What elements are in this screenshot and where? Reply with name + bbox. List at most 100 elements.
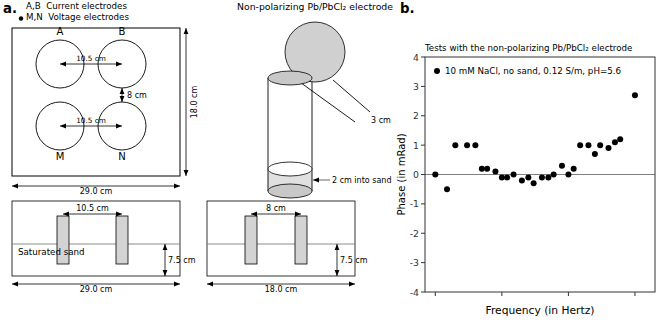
- y-tick-label: 3: [413, 81, 419, 92]
- top-view-box: [12, 28, 180, 176]
- electrode: [295, 216, 307, 264]
- annotation: 10.5 cm: [76, 204, 109, 213]
- y-tick-label: 1: [413, 140, 419, 151]
- electrode: [116, 216, 128, 264]
- pointer-arrow: [313, 180, 330, 181]
- annotation: A: [57, 26, 64, 37]
- annotation: a.: [3, 1, 17, 16]
- scatter-point: [632, 92, 638, 98]
- dimension-arrow: [337, 244, 338, 276]
- scatter-point: [577, 142, 583, 148]
- background: [0, 0, 668, 336]
- y-tick-label: -3: [410, 257, 419, 268]
- scatter-chart: -4-3-2-10123410 mM NaCl, no sand, 0.12 S…: [396, 43, 656, 317]
- y-tick: [421, 57, 425, 58]
- scatter-point: [511, 172, 517, 178]
- plot-frame: [425, 57, 655, 292]
- x-tick: [634, 292, 635, 296]
- disk-line: [333, 80, 370, 112]
- annotation: Saturated sand: [18, 247, 85, 257]
- annotation: 8 cm: [266, 204, 286, 213]
- y-tick-label: -2: [410, 228, 419, 239]
- scatter-point: [545, 174, 551, 180]
- dimension-arrow: [122, 88, 123, 102]
- side-view-box: [12, 201, 180, 276]
- scatter-point: [464, 142, 470, 148]
- annotation: M: [56, 151, 65, 162]
- legend-label: 10 mM NaCl, no sand, 0.12 S/m, pH=5.6: [445, 66, 621, 76]
- plot-area: [425, 92, 655, 192]
- scatter-point: [597, 142, 603, 148]
- cylinder-top: [268, 71, 312, 85]
- scatter-point: [585, 142, 591, 148]
- scatter-point: [531, 180, 537, 186]
- disk-line: [297, 80, 355, 122]
- annotation: 7.5 cm: [340, 256, 368, 265]
- annotation: 29.0 cm: [80, 285, 113, 294]
- side-view-box: [207, 201, 355, 276]
- scatter-point: [612, 139, 618, 145]
- y-tick: [421, 115, 425, 116]
- scatter-point: [519, 177, 525, 183]
- y-tick: [421, 262, 425, 263]
- scatter-point: [504, 174, 510, 180]
- scatter-point: [479, 166, 485, 172]
- y-tick: [421, 86, 425, 87]
- x-tick: [501, 292, 502, 296]
- dimension-arrow: [60, 126, 122, 127]
- annotation: 10.5 cm: [76, 116, 106, 125]
- scatter-point: [551, 172, 557, 178]
- figure: a. A,B Current electrodesM,N Voltage elec…: [0, 0, 668, 336]
- y-tick: [421, 145, 425, 146]
- dimension-arrow: [165, 244, 166, 276]
- x-axis-label: Frequency (in Hertz): [486, 304, 595, 317]
- annotation: 2 cm into sand: [332, 176, 391, 185]
- scatter-point: [452, 142, 458, 148]
- cylinder-side: [312, 78, 313, 191]
- scatter-point: [492, 169, 498, 175]
- scatter-point: [472, 142, 478, 148]
- annotation: A,B Current electrodes: [26, 1, 127, 11]
- legend-marker: [434, 68, 440, 74]
- legend-bullet: [19, 16, 23, 20]
- chart-title: Tests with the non-polarizing Pb/PbCl₂ e…: [424, 43, 632, 53]
- annotation: 8 cm: [127, 91, 147, 100]
- scatter-point: [444, 186, 450, 192]
- annotation: Non-polarizing Pb/PbCl₂ electrode: [237, 1, 393, 12]
- scatter-point: [432, 172, 438, 178]
- electrode: [245, 216, 257, 264]
- annotation: B: [119, 26, 126, 37]
- dimension-arrow: [186, 28, 187, 176]
- sand-line: [12, 244, 180, 245]
- scatter-point: [499, 174, 505, 180]
- annotation: 10.5 cm: [76, 54, 106, 63]
- annotation: 18.0 cm: [190, 86, 199, 119]
- y-axis-label: Phase (in mRad): [396, 133, 407, 215]
- annotation: 7.5 cm: [168, 256, 196, 265]
- cylinder-bottom: [268, 184, 312, 198]
- y-tick-label: -4: [410, 287, 419, 298]
- annotation: M,N Voltage electrodes: [26, 12, 129, 22]
- dimension-arrow: [63, 214, 122, 215]
- y-tick-label: -1: [410, 198, 419, 209]
- annotation: 29.0 cm: [80, 187, 113, 196]
- y-tick: [421, 203, 425, 204]
- dimension-arrow: [60, 64, 122, 65]
- scatter-point: [565, 172, 571, 178]
- scatter-point: [559, 163, 565, 169]
- cylinder-side: [268, 78, 269, 191]
- schematic: [12, 16, 370, 284]
- y-tick: [421, 174, 425, 175]
- scatter-point: [571, 166, 577, 172]
- dimension-arrow: [251, 214, 301, 215]
- cylinder-middle: [268, 162, 312, 176]
- scatter-point: [484, 166, 490, 172]
- annotation: 18.0 cm: [265, 285, 298, 294]
- legend: 10 mM NaCl, no sand, 0.12 S/m, pH=5.6: [434, 66, 621, 76]
- y-tick: [421, 292, 425, 293]
- y-tick-label: 2: [413, 110, 419, 121]
- scatter-point: [539, 174, 545, 180]
- y-tick: [421, 233, 425, 234]
- y-tick-label: 0: [413, 169, 419, 180]
- x-tick: [568, 292, 569, 296]
